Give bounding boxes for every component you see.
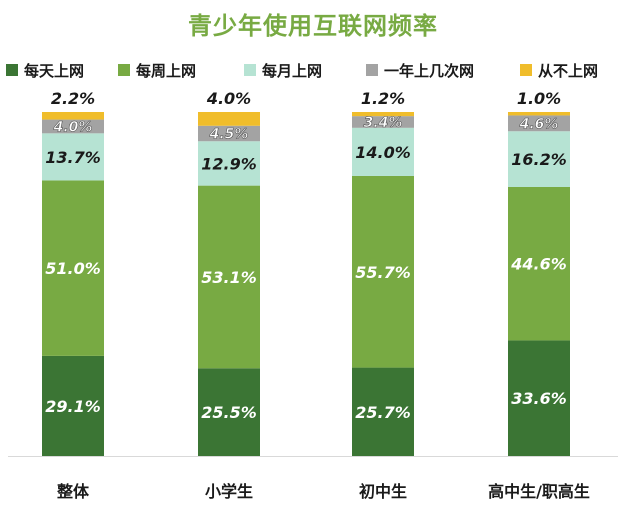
data-label-0-1: 51.0% — [45, 259, 101, 278]
legend-item-daily: 每天上网 — [6, 58, 84, 82]
bar-segment-0-0 — [42, 355, 104, 456]
legend-swatch-weekly — [118, 64, 130, 76]
legend-item-monthly: 每月上网 — [244, 58, 322, 82]
legend-label-weekly: 每周上网 — [136, 61, 197, 80]
data-label-3-0: 33.6% — [511, 389, 567, 408]
data-label-0-2: 13.7% — [45, 148, 101, 167]
data-label-3-4: 1.0% — [517, 89, 561, 108]
bar-segment-1-1 — [198, 185, 260, 369]
data-label-0-4: 2.2% — [51, 89, 95, 108]
legend-item-weekly: 每周上网 — [118, 58, 196, 82]
legend-swatch-monthly — [244, 64, 256, 76]
legend: 每天上网 每周上网 每月上网 一年上几次网 从不上网 — [6, 58, 626, 82]
bar-segment-2-3 — [352, 116, 414, 128]
legend-item-yearly: 一年上几次网 — [366, 58, 474, 82]
legend-label-yearly: 一年上几次网 — [384, 61, 475, 80]
bar-segment-2-1 — [352, 175, 414, 368]
chart-title: 青少年使用互联网频率 — [188, 12, 438, 40]
bar-segment-3-4 — [508, 112, 570, 116]
data-label-3-2: 16.2% — [511, 150, 567, 169]
bar-segment-0-1 — [42, 180, 104, 356]
bar-segment-1-0 — [198, 368, 260, 456]
legend-label-daily: 每天上网 — [24, 61, 85, 80]
category-label-2: 初中生 — [359, 482, 407, 501]
bar-segment-2-0 — [352, 367, 414, 456]
data-label-0-0: 29.1% — [45, 397, 101, 416]
data-label-2-0: 25.7% — [355, 403, 411, 422]
bar-segment-1-2 — [198, 141, 260, 186]
category-label-1: 小学生 — [205, 482, 253, 501]
data-label-1-4: 4.0% — [206, 89, 251, 108]
data-label-2-4: 1.2% — [361, 89, 405, 108]
data-label-1-3: 4.5% — [209, 127, 249, 143]
bar-segment-1-3 — [198, 125, 260, 142]
legend-swatch-daily — [6, 64, 18, 76]
data-label-3-1: 44.6% — [510, 255, 567, 274]
bar-segment-3-3 — [508, 115, 570, 132]
bar-segment-1-4 — [198, 112, 260, 126]
bar-segment-2-2 — [352, 127, 414, 176]
bar-segment-3-0 — [508, 340, 570, 456]
data-label-1-1: 53.1% — [201, 268, 257, 287]
category-label-3: 高中生/职高生 — [488, 482, 590, 501]
data-label-3-3: 4.6% — [519, 116, 559, 132]
data-label-1-2: 12.9% — [201, 154, 257, 173]
legend-label-monthly: 每月上网 — [262, 61, 323, 80]
legend-swatch-never — [520, 64, 532, 76]
bar-segment-3-2 — [508, 131, 570, 187]
data-label-1-0: 25.5% — [201, 403, 257, 422]
bar-segment-3-1 — [508, 186, 570, 341]
category-label-0: 整体 — [56, 482, 90, 501]
data-label-0-3: 4.0% — [53, 119, 93, 135]
legend-swatch-yearly — [366, 64, 378, 76]
bar-segment-0-2 — [42, 133, 104, 181]
bar-segment-2-4 — [352, 112, 414, 117]
legend-item-never: 从不上网 — [520, 58, 598, 82]
data-label-2-3: 3.4% — [364, 115, 403, 131]
data-label-2-2: 14.0% — [355, 143, 411, 162]
bar-segment-0-3 — [42, 119, 104, 134]
bar-segment-0-4 — [42, 112, 104, 120]
legend-label-never: 从不上网 — [538, 61, 599, 80]
data-label-2-1: 55.7% — [355, 263, 411, 282]
